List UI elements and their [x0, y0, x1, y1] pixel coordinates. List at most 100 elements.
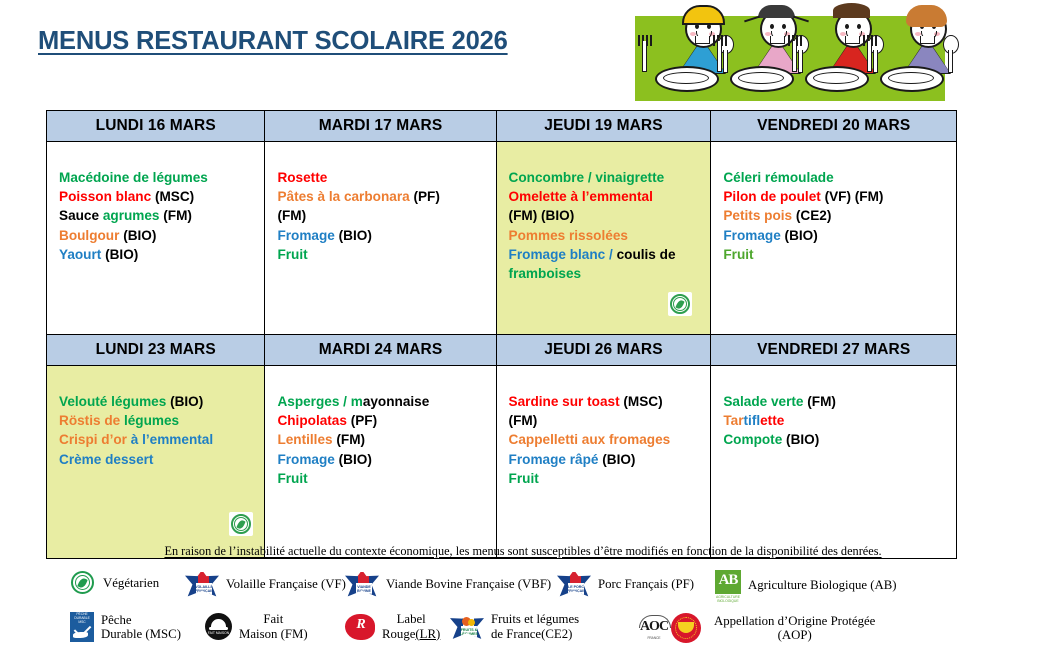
pigtail-left-icon	[744, 15, 760, 23]
menu-item-text: Fruit	[508, 470, 539, 486]
neck-icon	[770, 36, 785, 44]
cheek-icon	[765, 32, 771, 36]
vegetarian-badge-icon	[229, 512, 253, 536]
menu-line: Sardine sur toast (MSC)	[509, 392, 711, 411]
legend-label: Pêche Durable (MSC)	[101, 612, 181, 642]
menu-item-text: légumes	[123, 413, 180, 429]
menu-item-text: ette	[760, 413, 785, 429]
menu-header-row: LUNDI 16 MARS MARDI 17 MARS JEUDI 19 MARS V…	[45, 110, 957, 142]
fork-icon	[861, 35, 879, 73]
menu-item-text: Fruit	[723, 246, 754, 262]
legend-item-viande-bovine-francaise: VIANDE BOVINE FRANÇAISE Viande Bovine Fran…	[345, 570, 551, 598]
menu-table: LUNDI 16 MARS MARDI 17 MARS JEUDI 19 MARS V…	[45, 110, 957, 559]
menu-line: Fromage râpé (BIO)	[509, 450, 711, 469]
day-header-mardi-24-mars: MARDI 24 MARS	[264, 334, 497, 366]
legend-row-2: PÊCHE DURABLE MSC Pêche Durable (MSC) FAIT MA…	[0, 612, 1046, 656]
hair-icon	[758, 5, 795, 18]
volaille-francaise-icon: VOLAILLE FRANÇAISE	[185, 570, 219, 598]
menu-item-text: framboises	[508, 266, 582, 282]
cheek-icon	[915, 32, 921, 36]
menu-item-text: Fromage	[723, 227, 785, 243]
menu-line: (FM)	[277, 206, 495, 225]
menu-item-text: (FM)	[807, 394, 836, 409]
menu-line: Fromage blanc / coulis de	[509, 245, 711, 264]
menu-line: Sauce agrumes (FM)	[59, 206, 264, 225]
fork-icon	[786, 35, 804, 73]
msc-peche-durable-icon: PÊCHE DURABLE MSC	[70, 612, 94, 642]
legend-label: Volaille Française (VF)	[226, 576, 346, 591]
eye-icon	[845, 24, 849, 29]
legend-item-aop-aoc: AOC FRANCE Appellation d’Origine Protégée(…	[635, 612, 875, 644]
legend-item-agriculture-biologique: AB AGRICULTURE BIOLOGIQUE Agriculture Biolo…	[715, 570, 897, 603]
menu-cell-lundi-16-mars: Macédoine de légumes Poisson blanc (MSC) S…	[45, 141, 266, 335]
menu-item-text: (BIO)	[338, 451, 372, 467]
menu-item-text: Fruit	[277, 470, 308, 486]
menu-item-text: Poisson blanc	[59, 189, 155, 205]
menu-item-text: Fromage blanc /	[508, 246, 617, 262]
menu-line: Fruit	[509, 469, 711, 488]
plate-inner-ring	[663, 72, 709, 84]
menu-item-text: (BIO)	[170, 394, 204, 409]
legend-label: Viande Bovine Française (VBF)	[386, 576, 552, 591]
menu-item-text: Concombre / vinaigrette	[508, 170, 665, 185]
cheek-icon	[840, 32, 846, 36]
menu-item-text: Crispi d’or	[59, 432, 131, 448]
menu-item-text: Asperges / m	[277, 394, 363, 409]
plate-icon	[655, 66, 719, 92]
menu-item-text: à l’emmental	[130, 432, 214, 448]
menu-line: (FM)	[509, 411, 711, 430]
menu-cell-mardi-24-mars: Asperges / mayonnaise Chipolatas (PF) Lent…	[264, 365, 497, 559]
menu-line: Fromage (BIO)	[277, 226, 495, 245]
cheek-icon	[934, 32, 940, 36]
legend-label: Label Rouge(LR)	[382, 612, 441, 641]
menu-line: Pommes rissolées	[509, 226, 711, 245]
menu-line: Compote (BIO)	[723, 430, 956, 449]
menu-line: Poisson blanc (MSC)	[59, 187, 264, 206]
menu-line: Petits pois (CE2)	[723, 206, 956, 225]
menu-item-text: Fromage	[277, 227, 339, 243]
menu-item-text: Yaourt	[59, 246, 106, 262]
fork-icon	[711, 35, 729, 73]
vegetarian-badge-icon	[668, 292, 693, 316]
day-header-jeudi-19-mars: JEUDI 19 MARS	[495, 110, 712, 142]
menu-line: Chipolatas (PF)	[277, 411, 495, 430]
menu-item-text: Fruit	[277, 246, 308, 262]
day-header-lundi-16-mars: LUNDI 16 MARS	[45, 110, 266, 142]
menu-item-text: Rosette	[277, 170, 328, 185]
menu-item-text: Velouté légumes	[59, 394, 171, 409]
hair-icon	[906, 5, 947, 27]
eye-icon	[770, 24, 774, 29]
menu-line: Lentilles (FM)	[277, 430, 495, 449]
menu-item-text: (PF)	[413, 189, 440, 205]
menu-item-text: Pommes rissolées	[508, 227, 628, 243]
fait-maison-icon: FAIT MAISON	[205, 613, 232, 640]
menu-item-text: (BIO)	[602, 451, 636, 467]
menu-item-text: (FM)	[336, 432, 366, 448]
menu-item-text: Tar	[723, 413, 744, 429]
hair-icon	[682, 5, 725, 25]
menu-line: Omelette à l’emmental	[509, 187, 711, 206]
eye-icon	[695, 24, 699, 29]
neck-icon	[695, 36, 710, 44]
menu-item-text: tifl	[743, 413, 761, 429]
menu-line: Tartiflette	[723, 411, 956, 430]
neck-icon	[845, 36, 860, 44]
menu-item-text: Céleri rémoulade	[723, 170, 834, 185]
legend-row-1: Végétarien VOLAILLE FRANÇAISE Volaille Fran…	[0, 570, 1046, 614]
children-at-table-illustration	[635, 3, 959, 101]
menu-item-text: Boulgour	[59, 227, 124, 243]
day-header-vendredi-27-mars: VENDREDI 27 MARS	[710, 334, 957, 366]
cheek-icon	[784, 32, 790, 36]
plate-icon	[730, 66, 794, 92]
menu-item-text: Chipolatas	[277, 413, 351, 429]
legend-label: Agriculture Biologique (AB)	[748, 577, 897, 592]
menu-item-text: Macédoine de légumes	[59, 170, 208, 185]
menu-line: Asperges / mayonnaise	[277, 392, 495, 411]
day-header-mardi-17-mars: MARDI 17 MARS	[264, 110, 497, 142]
menu-line: Crème dessert	[59, 450, 264, 469]
page-title: MENUS RESTAURANT SCOLAIRE 2026	[38, 27, 508, 55]
menu-item-text: (BIO)	[123, 227, 157, 243]
legend-item-label-rouge: R Label Rouge(LR)	[345, 612, 440, 641]
menu-cell-jeudi-19-mars: Concombre / vinaigrette Omelette à l’emme…	[495, 141, 712, 335]
menu-line: Fruit	[723, 245, 956, 264]
